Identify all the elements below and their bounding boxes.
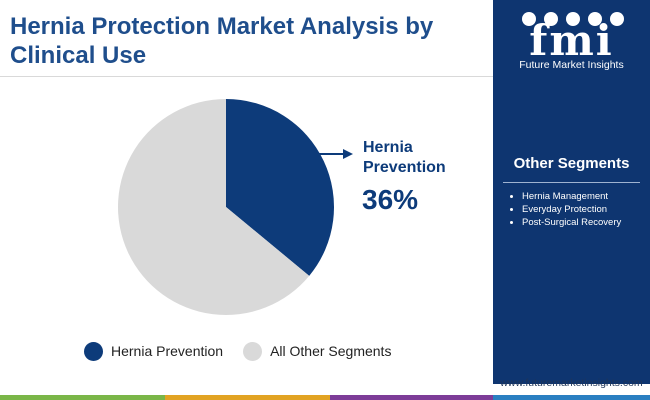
logo-subtitle: Future Market Insights <box>519 59 624 71</box>
footer-segment-blue <box>493 395 650 400</box>
footer-segment-purple <box>330 395 493 400</box>
logo-icons <box>522 12 624 26</box>
callout-label: Hernia Prevention <box>363 139 446 176</box>
other-segments-list: Hernia Management Everyday Protection Po… <box>508 190 621 229</box>
legend-label: Hernia Prevention <box>111 343 224 359</box>
callout-value: 36% <box>362 184 419 215</box>
pie-chart <box>118 99 353 315</box>
callout-arrow <box>316 149 353 159</box>
other-segments-title: Other Segments <box>513 155 630 172</box>
website-url: www.futuremarketinsights.com <box>500 377 643 389</box>
footer-color-bar <box>0 395 650 400</box>
chart-legend: Hernia Prevention All Other Segments <box>84 340 411 362</box>
chart-title: Hernia Protection Market Analysis by Cli… <box>10 13 434 69</box>
pie-slice-all-other-segments <box>118 99 310 315</box>
legend-item-other-segments: All Other Segments <box>243 341 392 361</box>
logo-mark: fmi <box>529 16 614 65</box>
fmi-logo: fmi Future Market Insights <box>493 6 650 76</box>
segment-item: Everyday Protection <box>522 203 621 216</box>
sidebar-panel: fmi Future Market Insights Other Segment… <box>493 0 650 384</box>
segment-item: Post-Surgical Recovery <box>522 216 621 229</box>
legend-label: All Other Segments <box>270 343 392 359</box>
title-divider <box>0 76 493 77</box>
segment-item: Hernia Management <box>522 190 621 203</box>
footer-segment-green <box>0 395 165 400</box>
footer-segment-orange <box>165 395 330 400</box>
legend-item-hernia-prevention: Hernia Prevention <box>84 341 224 361</box>
legend-swatch-secondary <box>243 341 263 361</box>
legend-swatch-primary <box>84 341 103 361</box>
pie-slice-hernia-prevention <box>226 99 335 276</box>
segments-divider <box>503 182 640 183</box>
